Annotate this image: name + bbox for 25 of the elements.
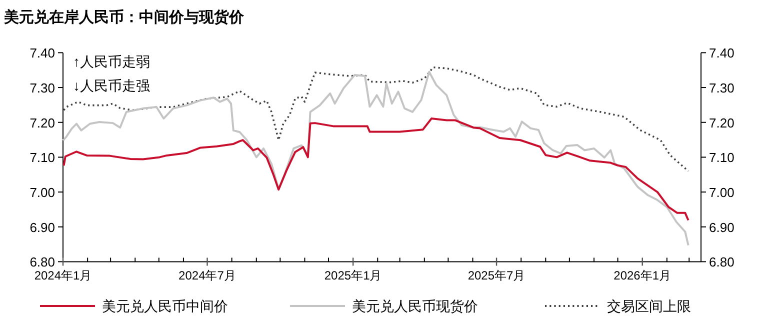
y-tick-label: 7.10 [30,150,55,166]
y2-tick-label: 7.00 [709,185,734,200]
y2-tick-label: 6.90 [709,220,734,235]
y-tick-label: 7.20 [30,115,55,130]
x-tick-label: 2024年1月 [34,268,92,283]
x-tick-label: 2024年7月 [178,268,236,283]
title: 美元兑在岸人民币：中间价与现货价 [4,9,244,26]
y-tick-label: 6.80 [30,254,55,270]
y-tick-label: 6.90 [30,220,55,235]
y2-tick-label: 6.80 [709,254,734,270]
annotation: ↑人民币走弱 [73,54,150,70]
y-tick-label: 7.30 [30,80,55,96]
legend-label: 美元兑人民币中间价 [102,298,228,314]
y2-tick-label: 7.20 [709,115,734,130]
y2-tick-label: 7.30 [709,80,734,96]
x-tick-label: 2025年7月 [468,268,526,283]
y2-tick-label: 7.40 [709,46,734,61]
y2-tick-label: 7.10 [709,150,734,166]
annotation: ↓人民币走强 [73,78,150,94]
legend-label: 美元兑人民币现货价 [352,298,478,314]
y-tick-label: 7.00 [30,185,55,200]
y-tick-label: 7.40 [30,46,55,61]
x-tick-label: 2025年1月 [324,268,382,283]
legend-label: 交易区间上限 [607,298,691,314]
x-tick-label: 2026年1月 [614,268,672,283]
